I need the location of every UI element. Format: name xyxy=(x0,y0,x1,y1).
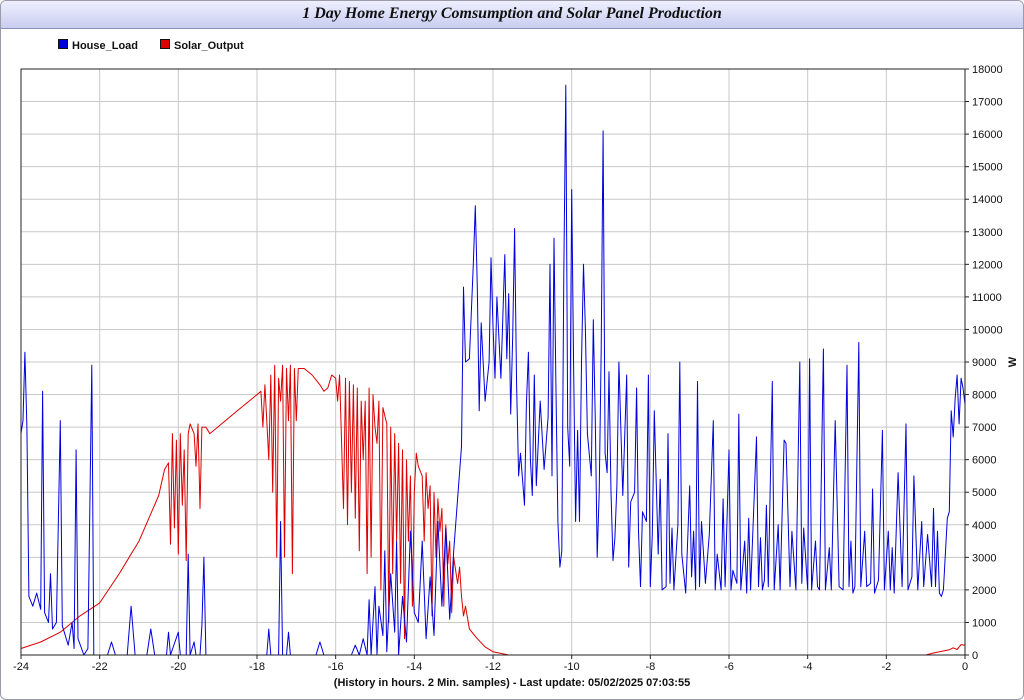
y-tick-label: 6000 xyxy=(972,455,996,467)
x-tick-label: -18 xyxy=(249,661,265,673)
y-tick-label: 12000 xyxy=(972,259,1003,271)
plot-border xyxy=(20,68,966,656)
legend-item-house-load: House_Load xyxy=(58,39,138,53)
x-tick-label: -8 xyxy=(645,661,655,673)
y-tick-label: 5000 xyxy=(972,487,996,499)
footer-caption: (History in hours. 2 Min. samples) - Las… xyxy=(333,677,691,689)
legend-label-solar-output: Solar_Output xyxy=(174,40,244,52)
x-tick-label: -4 xyxy=(803,661,813,673)
legend-label-house-load: House_Load xyxy=(72,40,139,52)
x-tick-label: -16 xyxy=(328,661,344,673)
y-tick-label: 18000 xyxy=(972,64,1003,76)
y-tick-label: 11000 xyxy=(972,292,1002,304)
x-tick-label: -20 xyxy=(170,661,186,673)
axis-ticks: -24 -22 -20 -18 -16 -14 -12 -10 -8 -6 -4 -2 00100020… xyxy=(13,64,1003,673)
chart-title: 1 Day Home Energy Comsumption and Solar … xyxy=(302,5,722,22)
y-tick-label: 0 xyxy=(972,650,978,662)
x-tick-label: -6 xyxy=(724,661,734,673)
y-tick-label: 10000 xyxy=(972,324,1003,336)
x-tick-label: -24 xyxy=(13,661,29,673)
x-tick-label: -14 xyxy=(406,661,422,673)
y-tick-label: 1000 xyxy=(972,617,996,629)
y-tick-label: 7000 xyxy=(972,422,996,434)
y-tick-label: 9000 xyxy=(972,357,996,369)
y-tick-label: 8000 xyxy=(972,390,996,402)
y-tick-label: 3000 xyxy=(972,552,996,564)
x-tick-label: 0 xyxy=(962,661,968,673)
x-tick-label: -2 xyxy=(881,661,891,673)
x-tick-label: -12 xyxy=(485,661,501,673)
x-tick-label: -22 xyxy=(92,661,108,673)
series-line-solar-output xyxy=(20,364,966,656)
y-tick-label: 2000 xyxy=(972,585,996,597)
y-tick-label: 4000 xyxy=(972,520,996,532)
y-tick-label: 17000 xyxy=(972,97,1003,109)
legend-swatch-solar-output xyxy=(160,39,170,49)
legend-item-solar-output: Solar_Output xyxy=(160,39,244,53)
x-tick-label: -10 xyxy=(564,661,580,673)
y-tick-label: 16000 xyxy=(972,129,1003,141)
legend-swatch-house-load xyxy=(58,39,68,49)
y-tick-label: 15000 xyxy=(972,162,1003,174)
y-tick-label: 14000 xyxy=(972,194,1003,206)
y-axis-label: W xyxy=(1007,356,1019,367)
y-tick-label: 13000 xyxy=(972,227,1003,239)
title-bar: 1 Day Home Energy Comsumption and Solar … xyxy=(1,1,1023,29)
